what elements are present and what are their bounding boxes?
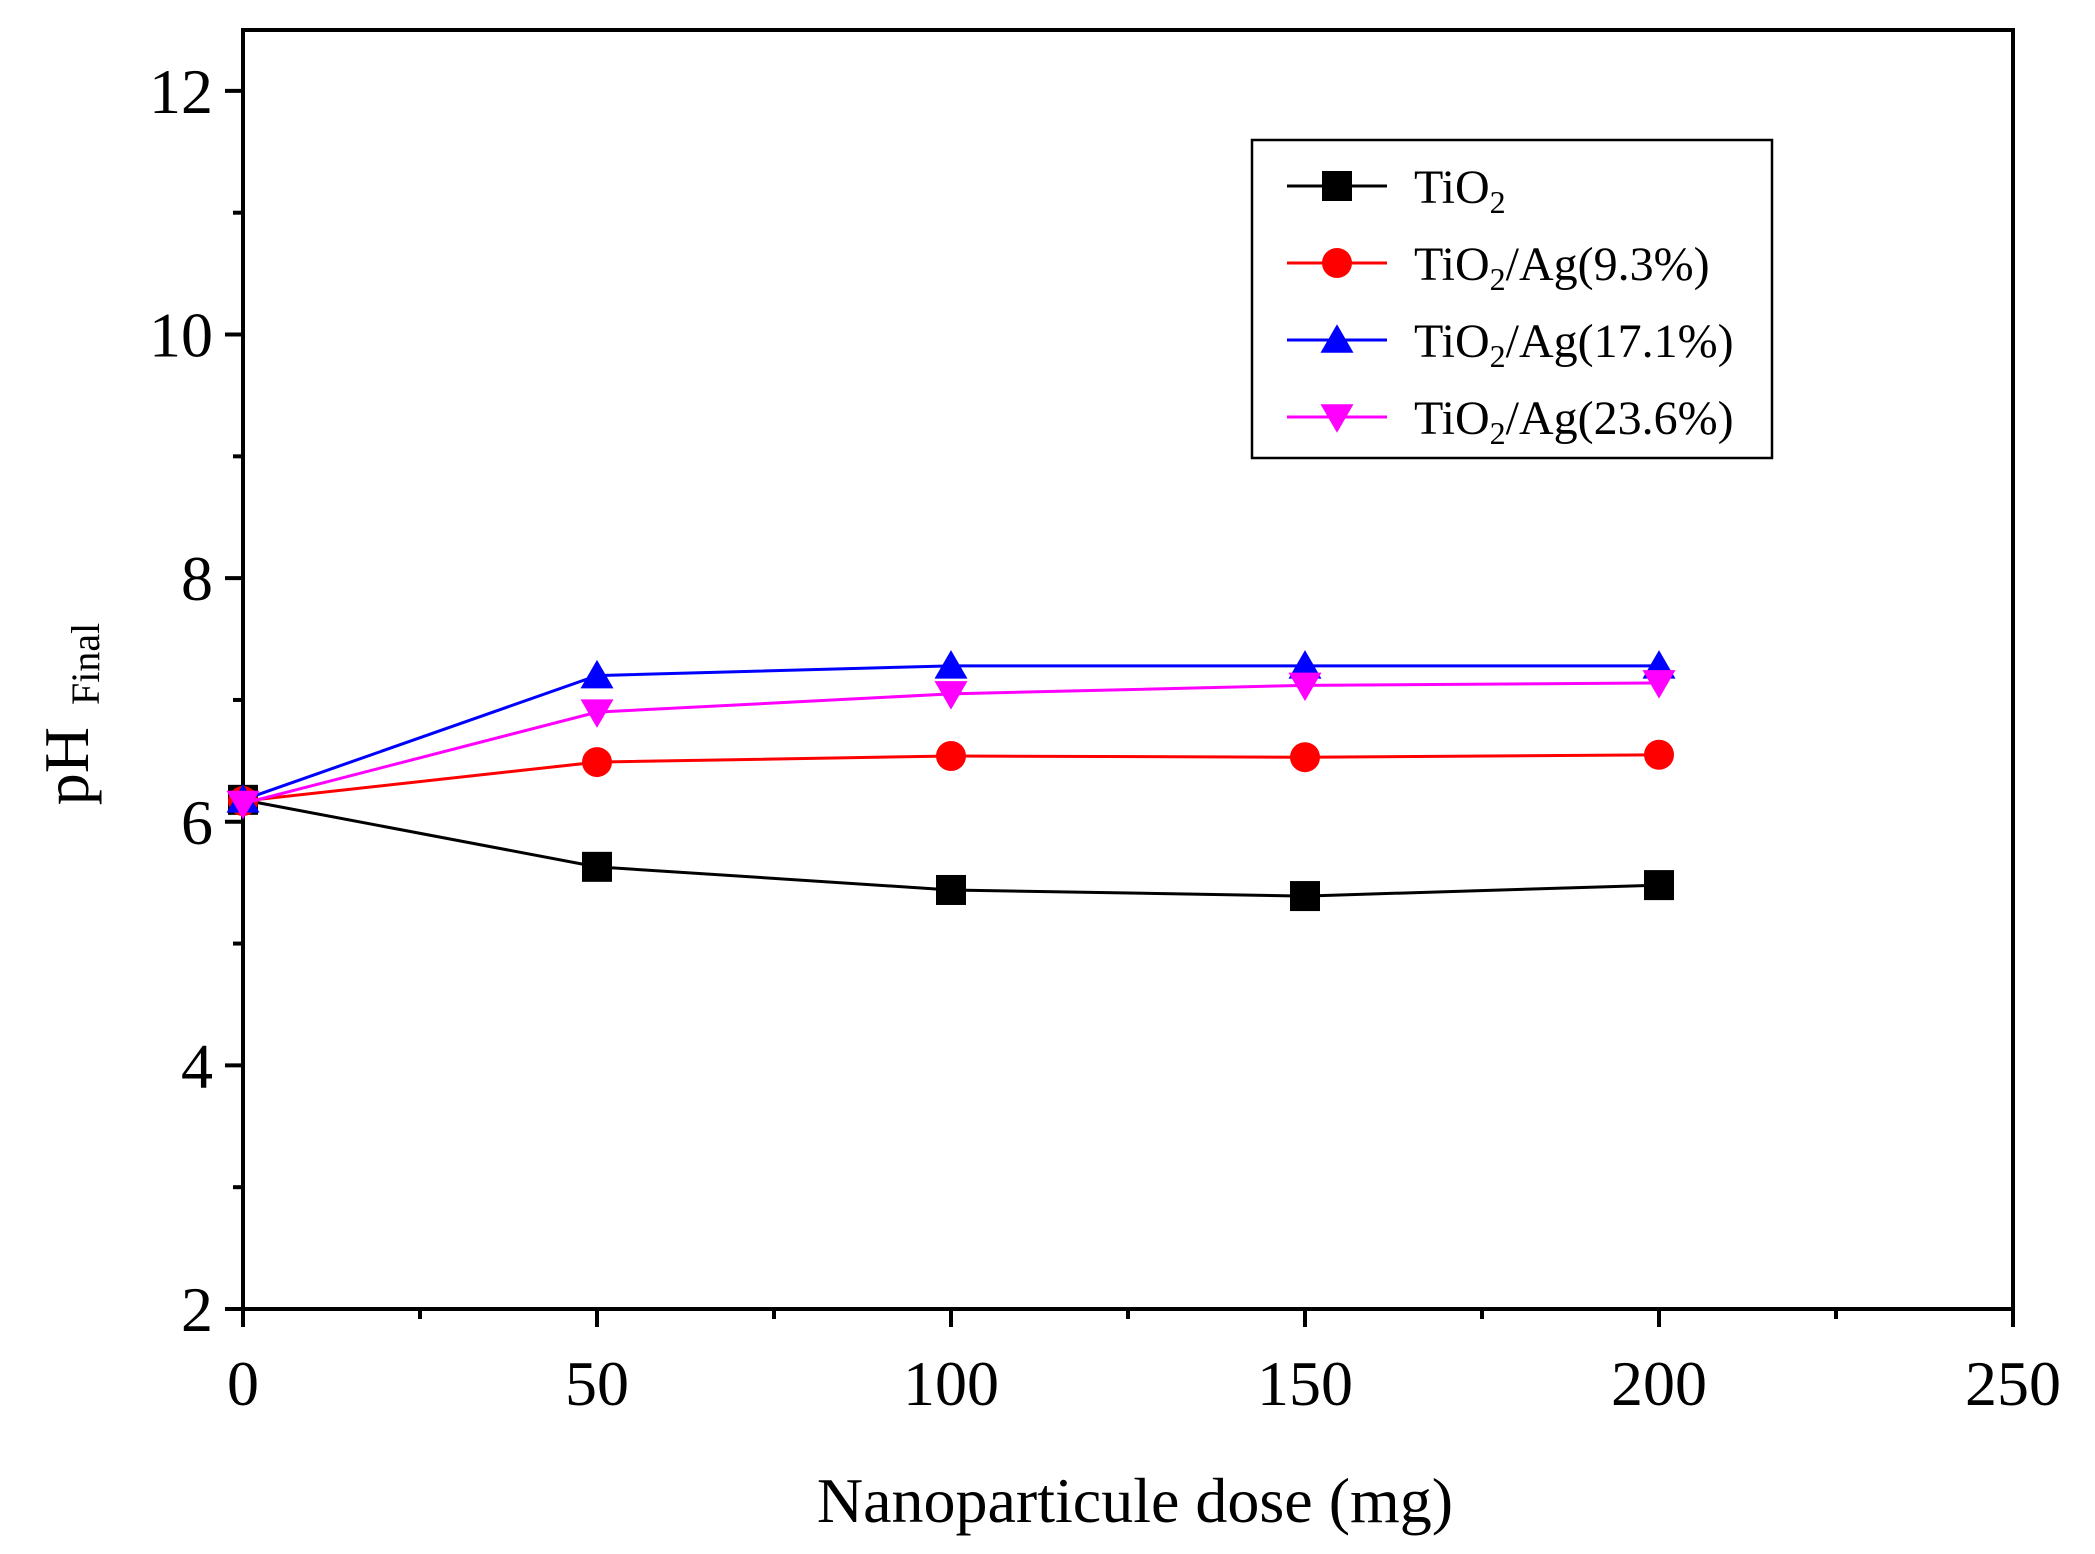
x-tick-label: 200 [1611, 1348, 1707, 1419]
legend-label-sub: 2 [1490, 415, 1506, 451]
series-layer [226, 650, 1676, 912]
data-point [1642, 670, 1676, 699]
legend-label: TiO2/Ag(23.6%) [1414, 392, 1734, 451]
legend-label-main: TiO [1414, 161, 1490, 214]
legend-item: TiO2/Ag(17.1%) [1287, 315, 1734, 374]
legend-marker [1322, 248, 1352, 278]
legend-label-rest: /Ag(17.1%) [1506, 315, 1734, 368]
y-axis-label-sub: Final [63, 623, 108, 705]
data-point [1644, 739, 1674, 770]
y-axis-label: pH Final [31, 623, 108, 805]
y-tick-label: 10 [149, 300, 213, 371]
legend-marker [1320, 324, 1354, 353]
axis-labels: Nanoparticule dose (mg) pH Final [31, 623, 1453, 1536]
legend: TiO2TiO2/Ag(9.3%)TiO2/Ag(17.1%)TiO2/Ag(2… [1250, 138, 1774, 460]
legend-label-sub: 2 [1490, 261, 1506, 297]
x-tick-label: 100 [903, 1348, 999, 1419]
data-point [934, 650, 968, 679]
y-tick-label: 6 [181, 787, 213, 858]
axes: 0 50 100 150 200 250 2 4 6 8 10 12 [149, 28, 2061, 1419]
series-0 [228, 784, 1674, 912]
legend-item: TiO2/Ag(23.6%) [1287, 392, 1734, 451]
legend-label-rest: /Ag(9.3%) [1506, 238, 1710, 291]
x-tick-label: 250 [1965, 1348, 2061, 1419]
legend-marker [1322, 171, 1352, 201]
series-3 [226, 670, 1676, 820]
data-point [582, 747, 612, 778]
legend-marker [1320, 404, 1354, 433]
data-point [1290, 881, 1320, 912]
legend-label-sub: 2 [1490, 338, 1506, 374]
y-axis-label-main: pH [31, 727, 102, 805]
x-tick-label: 50 [565, 1348, 629, 1419]
legend-label-main: TiO [1414, 315, 1490, 368]
data-point [936, 740, 966, 771]
data-point [582, 851, 612, 882]
y-tick-label: 4 [181, 1030, 213, 1101]
data-point [580, 659, 614, 689]
legend-label-sub: 2 [1490, 184, 1506, 220]
data-point [226, 790, 260, 820]
x-tick-label: 150 [1257, 1348, 1353, 1419]
legend-label: TiO2/Ag(17.1%) [1414, 315, 1734, 374]
legend-item: TiO2/Ag(9.3%) [1287, 238, 1710, 297]
data-point [1644, 870, 1674, 901]
data-point [934, 681, 968, 710]
x-axis-label: Nanoparticule dose (mg) [817, 1465, 1453, 1536]
data-point [580, 699, 614, 728]
series-2 [226, 650, 1676, 813]
legend-label: TiO2/Ag(9.3%) [1414, 238, 1710, 297]
x-tick-label: 0 [227, 1348, 259, 1419]
y-tick-label: 2 [181, 1274, 213, 1345]
y-tick-label: 8 [181, 543, 213, 614]
data-point [1290, 742, 1320, 773]
data-point [1288, 650, 1322, 679]
legend-label-main: TiO [1414, 392, 1490, 445]
y-tick-label: 12 [149, 56, 213, 127]
legend-label: TiO2 [1414, 161, 1506, 220]
legend-label-main: TiO [1414, 238, 1490, 291]
data-point [936, 874, 966, 905]
data-point [1288, 672, 1322, 702]
legend-label-rest: /Ag(23.6%) [1506, 392, 1734, 445]
legend-item: TiO2 [1287, 161, 1506, 220]
